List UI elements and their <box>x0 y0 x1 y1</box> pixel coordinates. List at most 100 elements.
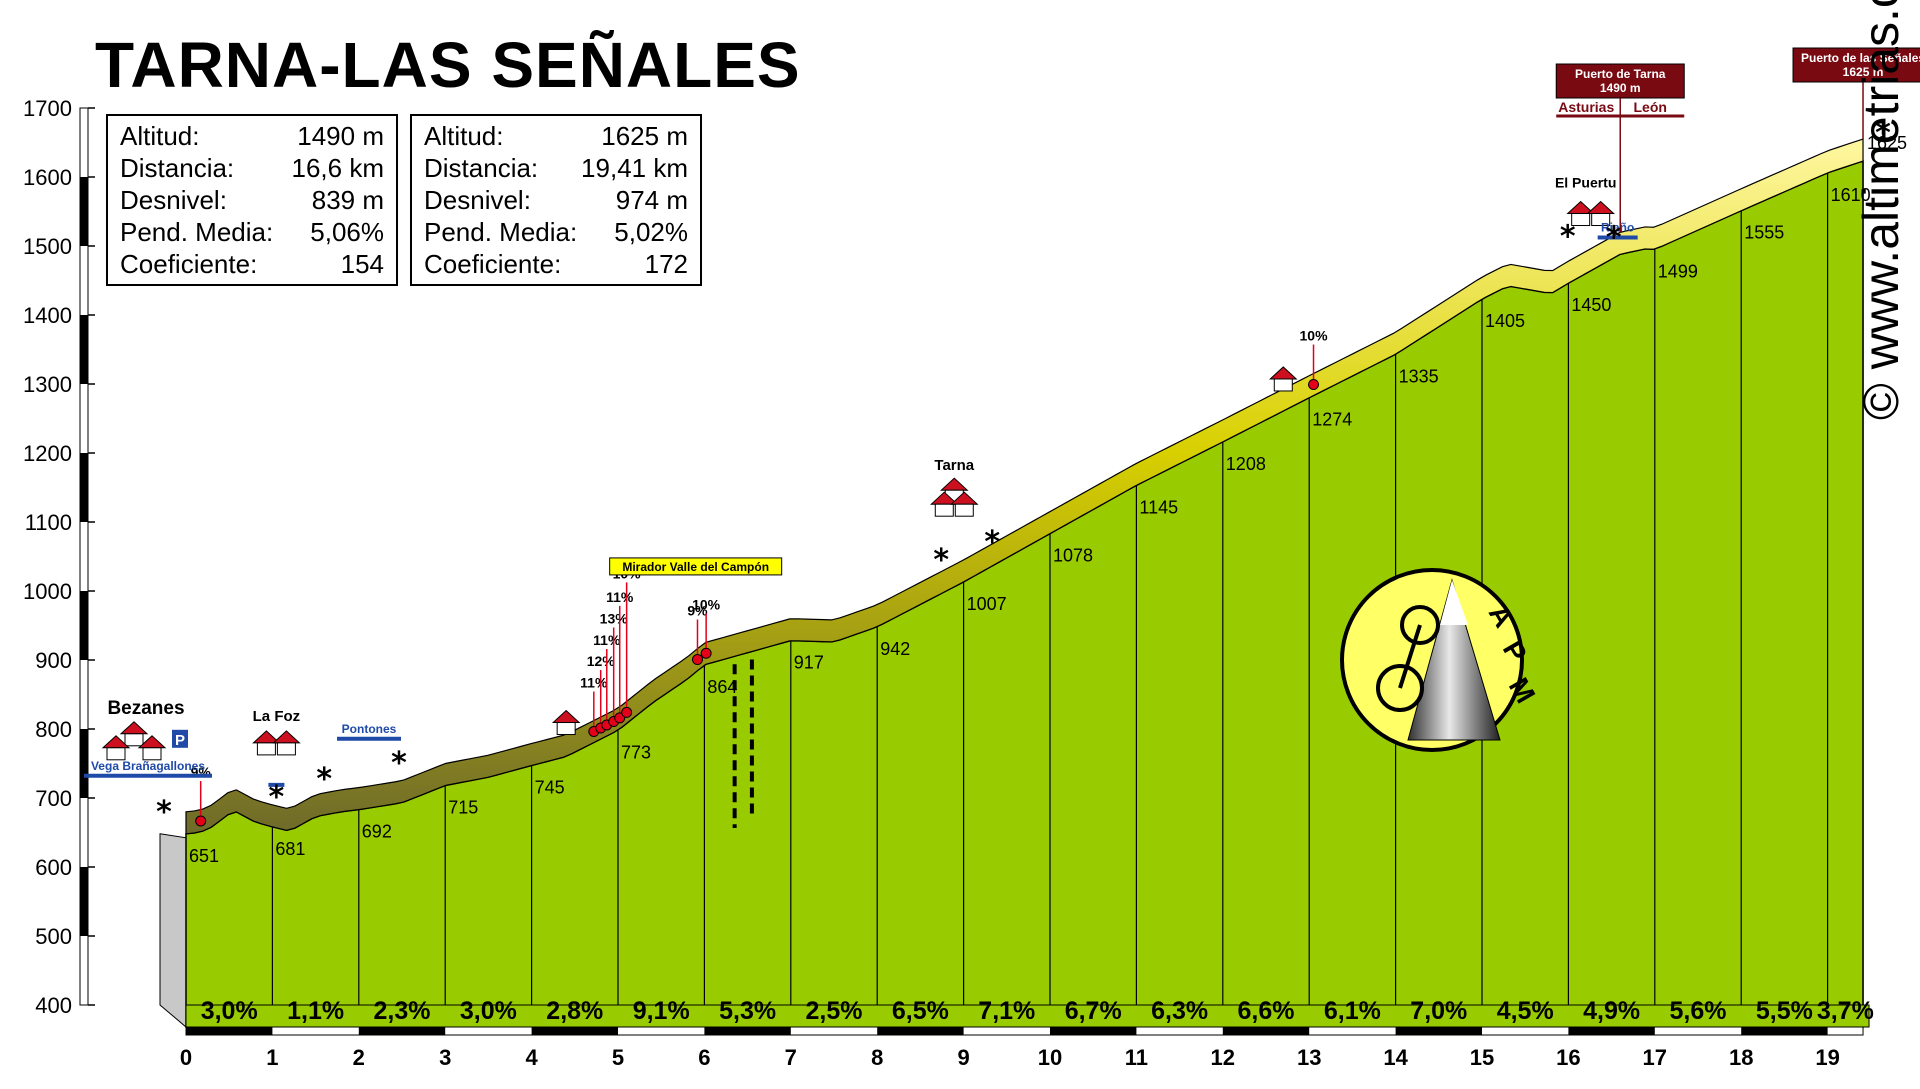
stat-row: Pend. Media: 5,06% <box>120 217 384 247</box>
y-tick-label: 1200 <box>23 441 72 466</box>
house-wall <box>142 747 162 761</box>
bicycle-wheel <box>1376 664 1424 712</box>
house-wall <box>1273 378 1293 392</box>
house-wall <box>256 742 276 756</box>
profile-labels: 651 681 692 715 745 773 864 917 942 1007 1078 1145 1… <box>189 133 1907 866</box>
place-label: Mirador Valle del Campón <box>622 560 769 574</box>
stat-row: Pend. Media: 5,02% <box>424 217 688 247</box>
km-altitude-label: 1078 <box>1053 546 1093 566</box>
y-tick-label: 800 <box>35 717 72 742</box>
house-wall <box>106 747 126 761</box>
segment-gradient-label: 7,0% <box>1410 997 1467 1025</box>
house-roof <box>551 709 581 724</box>
km-altitude-label: 745 <box>535 777 565 797</box>
house-wall <box>556 722 576 736</box>
bicycle-wheel <box>1400 605 1440 645</box>
y-tick-label: 1700 <box>23 96 72 121</box>
x-axis-segment <box>1222 1027 1310 1035</box>
segment-gradient-label: 6,3% <box>1151 997 1208 1025</box>
km-altitude-label: 1007 <box>967 594 1007 614</box>
x-tick-label: 0 <box>180 1045 192 1070</box>
pass-altitude: 1490 m <box>1600 81 1641 95</box>
x-axis: 3,0% 1,1% 2,3% 3,0% 2,8% 9,1% 5,3% 2,5% 6,5% 7,1%… <box>180 997 1874 1070</box>
x-axis-segment <box>704 1027 791 1035</box>
km-altitude-label: 917 <box>794 653 824 673</box>
stat-row: Desnivel: 974 m <box>424 185 688 215</box>
y-tick-label: 1100 <box>25 510 72 535</box>
x-axis-segment <box>186 1027 273 1035</box>
km-altitude-label: 715 <box>448 798 478 818</box>
km-altitude-label: 1610 <box>1831 185 1871 205</box>
km-altitude-label: 1450 <box>1571 295 1611 315</box>
pass-name: Puerto de Tarna <box>1575 67 1666 81</box>
house-icon <box>1566 200 1595 227</box>
house-icon <box>551 709 581 736</box>
segment-gradient-label: 6,1% <box>1324 997 1381 1025</box>
direction-label: Vega Brañagallones <box>91 759 205 773</box>
house-icon <box>119 721 149 747</box>
viewpoint-star-icon: * <box>269 780 285 815</box>
segment-gradient-label: 5,6% <box>1670 997 1727 1025</box>
direction-label: Pontones <box>342 722 397 736</box>
y-tick-label: 1600 <box>23 165 72 190</box>
y-axis-segment <box>80 177 88 246</box>
x-axis-segment <box>1050 1027 1137 1035</box>
segment-gradient-label: 1,1% <box>287 997 344 1025</box>
viewpoint-star-icon: * <box>984 525 1000 560</box>
house-wall <box>1591 213 1611 227</box>
x-tick-label: 5 <box>612 1045 624 1070</box>
place-label: Bezanes <box>107 698 184 719</box>
x-axis-segment <box>877 1027 964 1035</box>
gradient-marker-dot <box>195 815 207 827</box>
profile-area <box>159 160 1864 1029</box>
km-altitude-label: 692 <box>362 822 392 842</box>
viewpoint-star-icon: * <box>1875 116 1891 151</box>
border-right: León <box>1634 99 1667 115</box>
parking-icon <box>172 729 188 748</box>
km-altitude-label: 942 <box>880 639 910 659</box>
stat-row: Coeficiente: 172 <box>424 249 688 279</box>
segment-gradient-label: 3,0% <box>460 997 517 1025</box>
house-icon <box>1586 200 1615 227</box>
y-axis-segment <box>80 729 88 798</box>
segment-gradient-label: 4,9% <box>1583 997 1640 1025</box>
gradient-marker-dot <box>1308 379 1320 391</box>
x-axis-segment <box>1741 1027 1828 1035</box>
x-tick-label: 15 <box>1470 1045 1494 1070</box>
y-tick-label: 400 <box>35 993 72 1018</box>
y-tick-label: 1000 <box>23 579 72 604</box>
pass-name: Puerto de las Señales <box>1801 51 1920 65</box>
gradient-marker-label: 10% <box>1300 328 1329 344</box>
km-altitude-label: 651 <box>189 846 219 866</box>
x-tick-label: 4 <box>525 1045 538 1070</box>
house-roof <box>1586 200 1615 215</box>
km-altitude-label: 1208 <box>1226 454 1266 474</box>
house-roof <box>1269 366 1298 380</box>
points-of-interest: 9%11%12%11%13%11%10%9%10%10%BezanesPVega… <box>84 47 1920 830</box>
segment-gradient-label: 2,5% <box>806 997 863 1025</box>
gradient-marker-label: 11% <box>580 675 608 691</box>
bicycle-frame <box>1398 624 1422 689</box>
house-roof <box>940 477 969 491</box>
y-tick-label: 600 <box>35 855 72 880</box>
x-tick-label: 19 <box>1815 1045 1839 1070</box>
segment-gradient-label: 6,6% <box>1238 997 1295 1025</box>
house-icon <box>137 735 167 761</box>
km-altitude-label: 1555 <box>1744 223 1784 243</box>
viewpoint-star-icon: * <box>316 762 332 797</box>
segment-gradient-label: 5,5% <box>1756 997 1813 1025</box>
x-axis-segment <box>531 1027 618 1035</box>
y-tick-label: 700 <box>35 786 72 811</box>
house-icon <box>950 491 979 517</box>
y-tick-label: 1400 <box>23 303 72 328</box>
house-roof <box>119 721 149 735</box>
x-tick-label: 11 <box>1125 1045 1148 1070</box>
stat-row: Altitud: 1490 m <box>120 121 384 151</box>
y-axis-segment <box>80 867 88 936</box>
gradient-marker-label: 13% <box>600 610 629 626</box>
house-wall <box>1571 213 1591 227</box>
x-tick-label: 13 <box>1297 1045 1321 1070</box>
x-tick-label: 17 <box>1643 1045 1667 1070</box>
viewpoint-star-icon: * <box>1560 220 1576 255</box>
house-icon <box>272 730 301 756</box>
